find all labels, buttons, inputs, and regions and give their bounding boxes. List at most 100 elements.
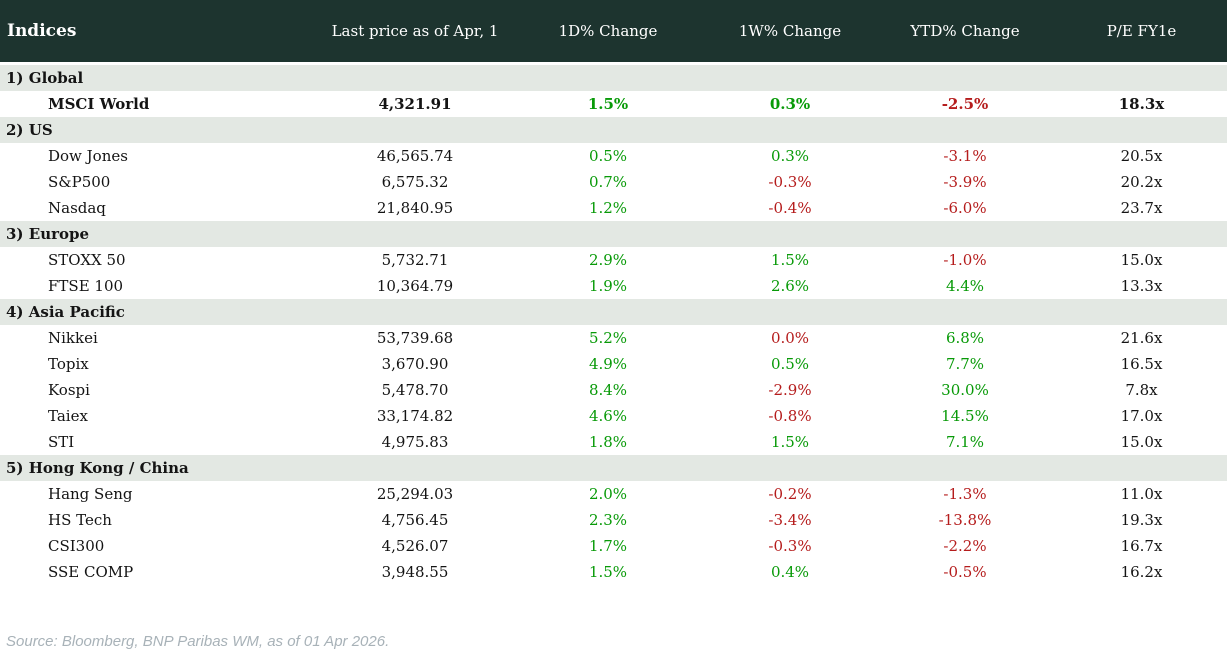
change-1d: 4.6% [588, 407, 628, 425]
header-divider [0, 62, 1227, 65]
section-row: 5) Hong Kong / China [0, 455, 1227, 481]
pe-ratio: 16.7x [1120, 537, 1163, 555]
change-1w: 0.3% [769, 95, 811, 113]
pe-ratio: 13.3x [1120, 277, 1163, 295]
change-ytd: -0.5% [943, 563, 987, 581]
last-price: 10,364.79 [376, 277, 454, 295]
index-name: CSI300 [48, 537, 105, 555]
last-price: 4,526.07 [381, 537, 449, 555]
change-ytd: -13.8% [938, 511, 992, 529]
column-header-last-price: Last price as of Apr, 1 [331, 22, 499, 40]
last-price: 46,565.74 [376, 147, 454, 165]
index-name: MSCI World [48, 95, 150, 113]
change-1d: 8.4% [588, 381, 628, 399]
change-ytd: 6.8% [945, 329, 985, 347]
table-row: HS Tech 4,756.45 2.3% -3.4% -13.8% 19.3x [0, 507, 1227, 533]
table-row: Taiex 33,174.82 4.6% -0.8% 14.5% 17.0x [0, 403, 1227, 429]
change-1d: 5.2% [588, 329, 628, 347]
table-body: 1) Global MSCI World 4,321.91 1.5% 0.3% -2.5%… [0, 65, 1227, 585]
pe-ratio: 15.0x [1120, 433, 1163, 451]
change-1d: 0.5% [588, 147, 628, 165]
change-ytd: 14.5% [941, 407, 989, 425]
pe-ratio: 16.5x [1120, 355, 1163, 373]
last-price: 5,478.70 [381, 381, 449, 399]
change-ytd: -6.0% [943, 199, 987, 217]
change-1w: 1.5% [770, 251, 810, 269]
change-ytd: -2.2% [943, 537, 987, 555]
table-row: Hang Seng 25,294.03 2.0% -0.2% -1.3% 11.0x [0, 481, 1227, 507]
change-1w: -0.3% [768, 173, 812, 191]
change-ytd: 4.4% [945, 277, 985, 295]
pe-ratio: 20.5x [1120, 147, 1163, 165]
change-1w: -0.3% [768, 537, 812, 555]
last-price: 4,321.91 [378, 95, 452, 113]
change-1d: 2.3% [588, 511, 628, 529]
change-ytd: -3.1% [943, 147, 987, 165]
last-price: 3,670.90 [381, 355, 449, 373]
change-ytd: -2.5% [941, 95, 989, 113]
table-row: CSI300 4,526.07 1.7% -0.3% -2.2% 16.7x [0, 533, 1227, 559]
change-1w: 0.3% [770, 147, 810, 165]
table-row: S&P500 6,575.32 0.7% -0.3% -3.9% 20.2x [0, 169, 1227, 195]
change-ytd: 30.0% [941, 381, 989, 399]
last-price: 4,756.45 [381, 511, 449, 529]
table-title: Indices [7, 21, 77, 41]
section-row: 2) US [0, 117, 1227, 143]
table-row: FTSE 100 10,364.79 1.9% 2.6% 4.4% 13.3x [0, 273, 1227, 299]
pe-ratio: 17.0x [1120, 407, 1163, 425]
index-name: SSE COMP [48, 563, 134, 581]
last-price: 21,840.95 [376, 199, 454, 217]
change-1w: -0.8% [768, 407, 812, 425]
change-1d: 2.0% [588, 485, 628, 503]
change-1d: 1.8% [588, 433, 628, 451]
change-ytd: -1.0% [943, 251, 987, 269]
pe-ratio: 15.0x [1120, 251, 1163, 269]
change-1w: -2.9% [768, 381, 812, 399]
index-name: STOXX 50 [48, 251, 126, 269]
change-1w: 1.5% [770, 433, 810, 451]
table-row: Dow Jones 46,565.74 0.5% 0.3% -3.1% 20.5x [0, 143, 1227, 169]
index-name: FTSE 100 [48, 277, 124, 295]
pe-ratio: 18.3x [1118, 95, 1165, 113]
change-ytd: 7.7% [945, 355, 985, 373]
change-1w: -0.4% [768, 199, 812, 217]
last-price: 5,732.71 [381, 251, 449, 269]
change-1d: 2.9% [588, 251, 628, 269]
pe-ratio: 23.7x [1120, 199, 1163, 217]
section-label: 5) Hong Kong / China [6, 459, 189, 477]
section-row: 1) Global [0, 65, 1227, 91]
change-1w: -3.4% [768, 511, 812, 529]
change-1d: 1.5% [588, 563, 628, 581]
change-1d: 1.9% [588, 277, 628, 295]
index-name: Nikkei [48, 329, 98, 347]
last-price: 25,294.03 [376, 485, 454, 503]
table-row: Nasdaq 21,840.95 1.2% -0.4% -6.0% 23.7x [0, 195, 1227, 221]
last-price: 33,174.82 [376, 407, 454, 425]
pe-ratio: 11.0x [1120, 485, 1163, 503]
table-row: Nikkei 53,739.68 5.2% 0.0% 6.8% 21.6x [0, 325, 1227, 351]
change-ytd: -1.3% [943, 485, 987, 503]
index-name: Topix [48, 355, 89, 373]
change-1w: 0.0% [770, 329, 810, 347]
column-header-ytd-change: YTD% Change [910, 22, 1020, 40]
section-label: 2) US [6, 121, 53, 139]
index-name: STI [48, 433, 75, 451]
table-row: SSE COMP 3,948.55 1.5% 0.4% -0.5% 16.2x [0, 559, 1227, 585]
change-1w: 0.4% [770, 563, 810, 581]
last-price: 6,575.32 [381, 173, 449, 191]
change-1d: 0.7% [588, 173, 628, 191]
column-header-1d-change: 1D% Change [558, 22, 658, 40]
last-price: 3,948.55 [381, 563, 449, 581]
change-1d: 1.5% [587, 95, 629, 113]
index-name: Kospi [48, 381, 90, 399]
column-header-pe: P/E FY1e [1106, 22, 1177, 40]
index-name: Nasdaq [48, 199, 106, 217]
pe-ratio: 20.2x [1120, 173, 1163, 191]
table-row: STOXX 50 5,732.71 2.9% 1.5% -1.0% 15.0x [0, 247, 1227, 273]
table-row: STI 4,975.83 1.8% 1.5% 7.1% 15.0x [0, 429, 1227, 455]
change-1w: 0.5% [770, 355, 810, 373]
section-label: 3) Europe [6, 225, 90, 243]
index-name: S&P500 [48, 173, 111, 191]
pe-ratio: 19.3x [1120, 511, 1163, 529]
